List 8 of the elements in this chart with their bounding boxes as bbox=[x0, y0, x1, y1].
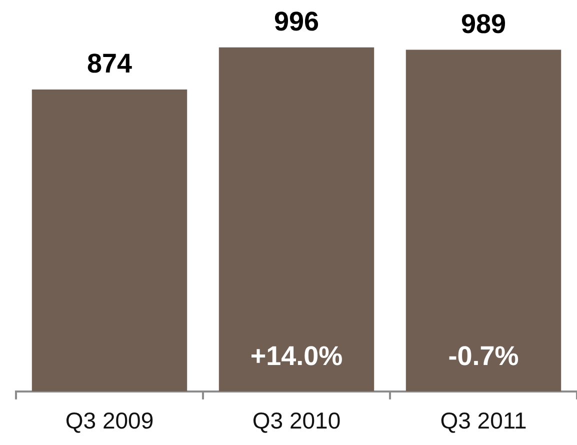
x-tick-label: Q3 2009 bbox=[65, 408, 154, 434]
annotation: -0.7% bbox=[448, 340, 519, 371]
data-label: 996 bbox=[274, 6, 320, 36]
data-label: 989 bbox=[460, 8, 506, 39]
data-label: 874 bbox=[86, 48, 132, 79]
annotation: +14.0% bbox=[250, 340, 343, 371]
x-tick-label: Q3 2011 bbox=[440, 408, 527, 434]
x-tick-label: Q3 2010 bbox=[252, 408, 341, 434]
